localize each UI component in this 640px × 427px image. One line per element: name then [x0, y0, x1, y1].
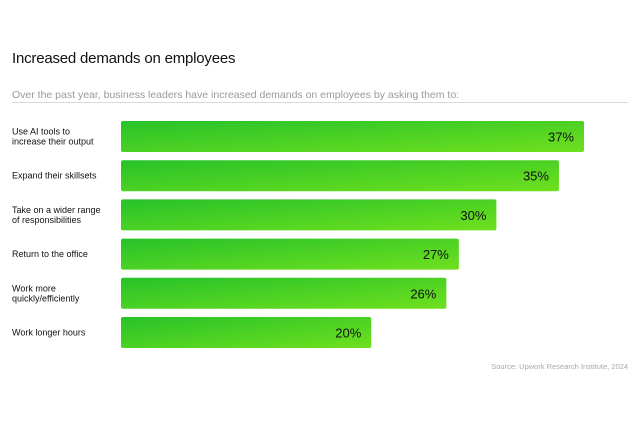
value-label-4: 27%: [423, 247, 449, 262]
value-label-1: 37%: [548, 130, 574, 145]
category-label-5: Work more quickly/efficiently: [12, 283, 80, 303]
category-label-3: Take on a wider range of responsibilities: [12, 205, 101, 225]
bar-3: [121, 199, 497, 231]
category-label-2: Expand their skillsets: [12, 171, 97, 181]
value-label-5: 26%: [410, 286, 436, 301]
bar-5: [121, 277, 447, 309]
bar-4: [121, 238, 459, 270]
bar-2: [121, 160, 559, 192]
value-label-3: 30%: [460, 208, 486, 223]
divider: [12, 102, 628, 103]
category-label-6: Work longer hours: [12, 328, 86, 338]
bar-1: [121, 121, 584, 152]
value-label-6: 20%: [335, 326, 361, 341]
category-label-1: Use AI tools to increase their output: [12, 127, 94, 147]
source-note: Source: Upwork Research Institute, 2024: [491, 362, 628, 371]
category-label-4: Return to the office: [12, 249, 88, 259]
chart-subtitle: Over the past year, business leaders hav…: [12, 89, 460, 101]
chart-title: Increased demands on employees: [12, 50, 236, 67]
bar-6: [121, 317, 372, 348]
value-label-2: 35%: [523, 169, 549, 184]
bars-group: 37% Use AI tools to increase their output 3…: [12, 121, 584, 348]
